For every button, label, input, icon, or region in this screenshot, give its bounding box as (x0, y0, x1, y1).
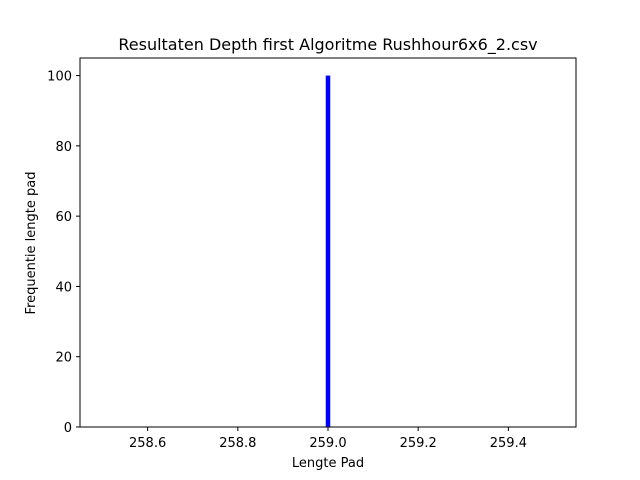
y-tick-label: 100 (47, 70, 72, 85)
plot-area: 258.6 258.8 259.0 259.2 259.4 0 20 40 60 80 100 (47, 57, 577, 451)
y-tick-label: 40 (55, 280, 72, 295)
y-axis-label: Frequentie lengte pad (24, 172, 39, 315)
x-tick-label: 259.4 (490, 436, 527, 451)
y-tick-label: 0 (64, 421, 72, 436)
x-tick-label: 259.0 (309, 436, 346, 451)
chart-title: Resultaten Depth first Algoritme Rushhou… (118, 35, 537, 55)
y-tick-label: 80 (55, 140, 72, 155)
x-tick-label: 258.8 (219, 436, 256, 451)
y-tick-label: 60 (55, 210, 72, 225)
x-tick-label: 259.2 (400, 436, 437, 451)
x-tick-label: 258.6 (129, 436, 166, 451)
bar (325, 75, 331, 428)
x-axis-label: Lengte Pad (292, 456, 364, 471)
y-tick-label: 20 (55, 351, 72, 366)
